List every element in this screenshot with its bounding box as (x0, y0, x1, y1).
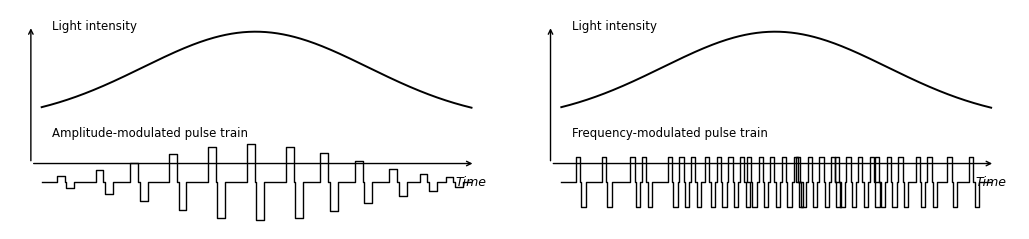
Text: Amplitude-modulated pulse train: Amplitude-modulated pulse train (52, 127, 248, 140)
Text: Light intensity: Light intensity (52, 20, 138, 33)
Text: Light intensity: Light intensity (572, 20, 658, 33)
Text: Time: Time (975, 176, 1006, 189)
Text: Time: Time (456, 176, 487, 189)
Text: Frequency-modulated pulse train: Frequency-modulated pulse train (572, 127, 768, 140)
